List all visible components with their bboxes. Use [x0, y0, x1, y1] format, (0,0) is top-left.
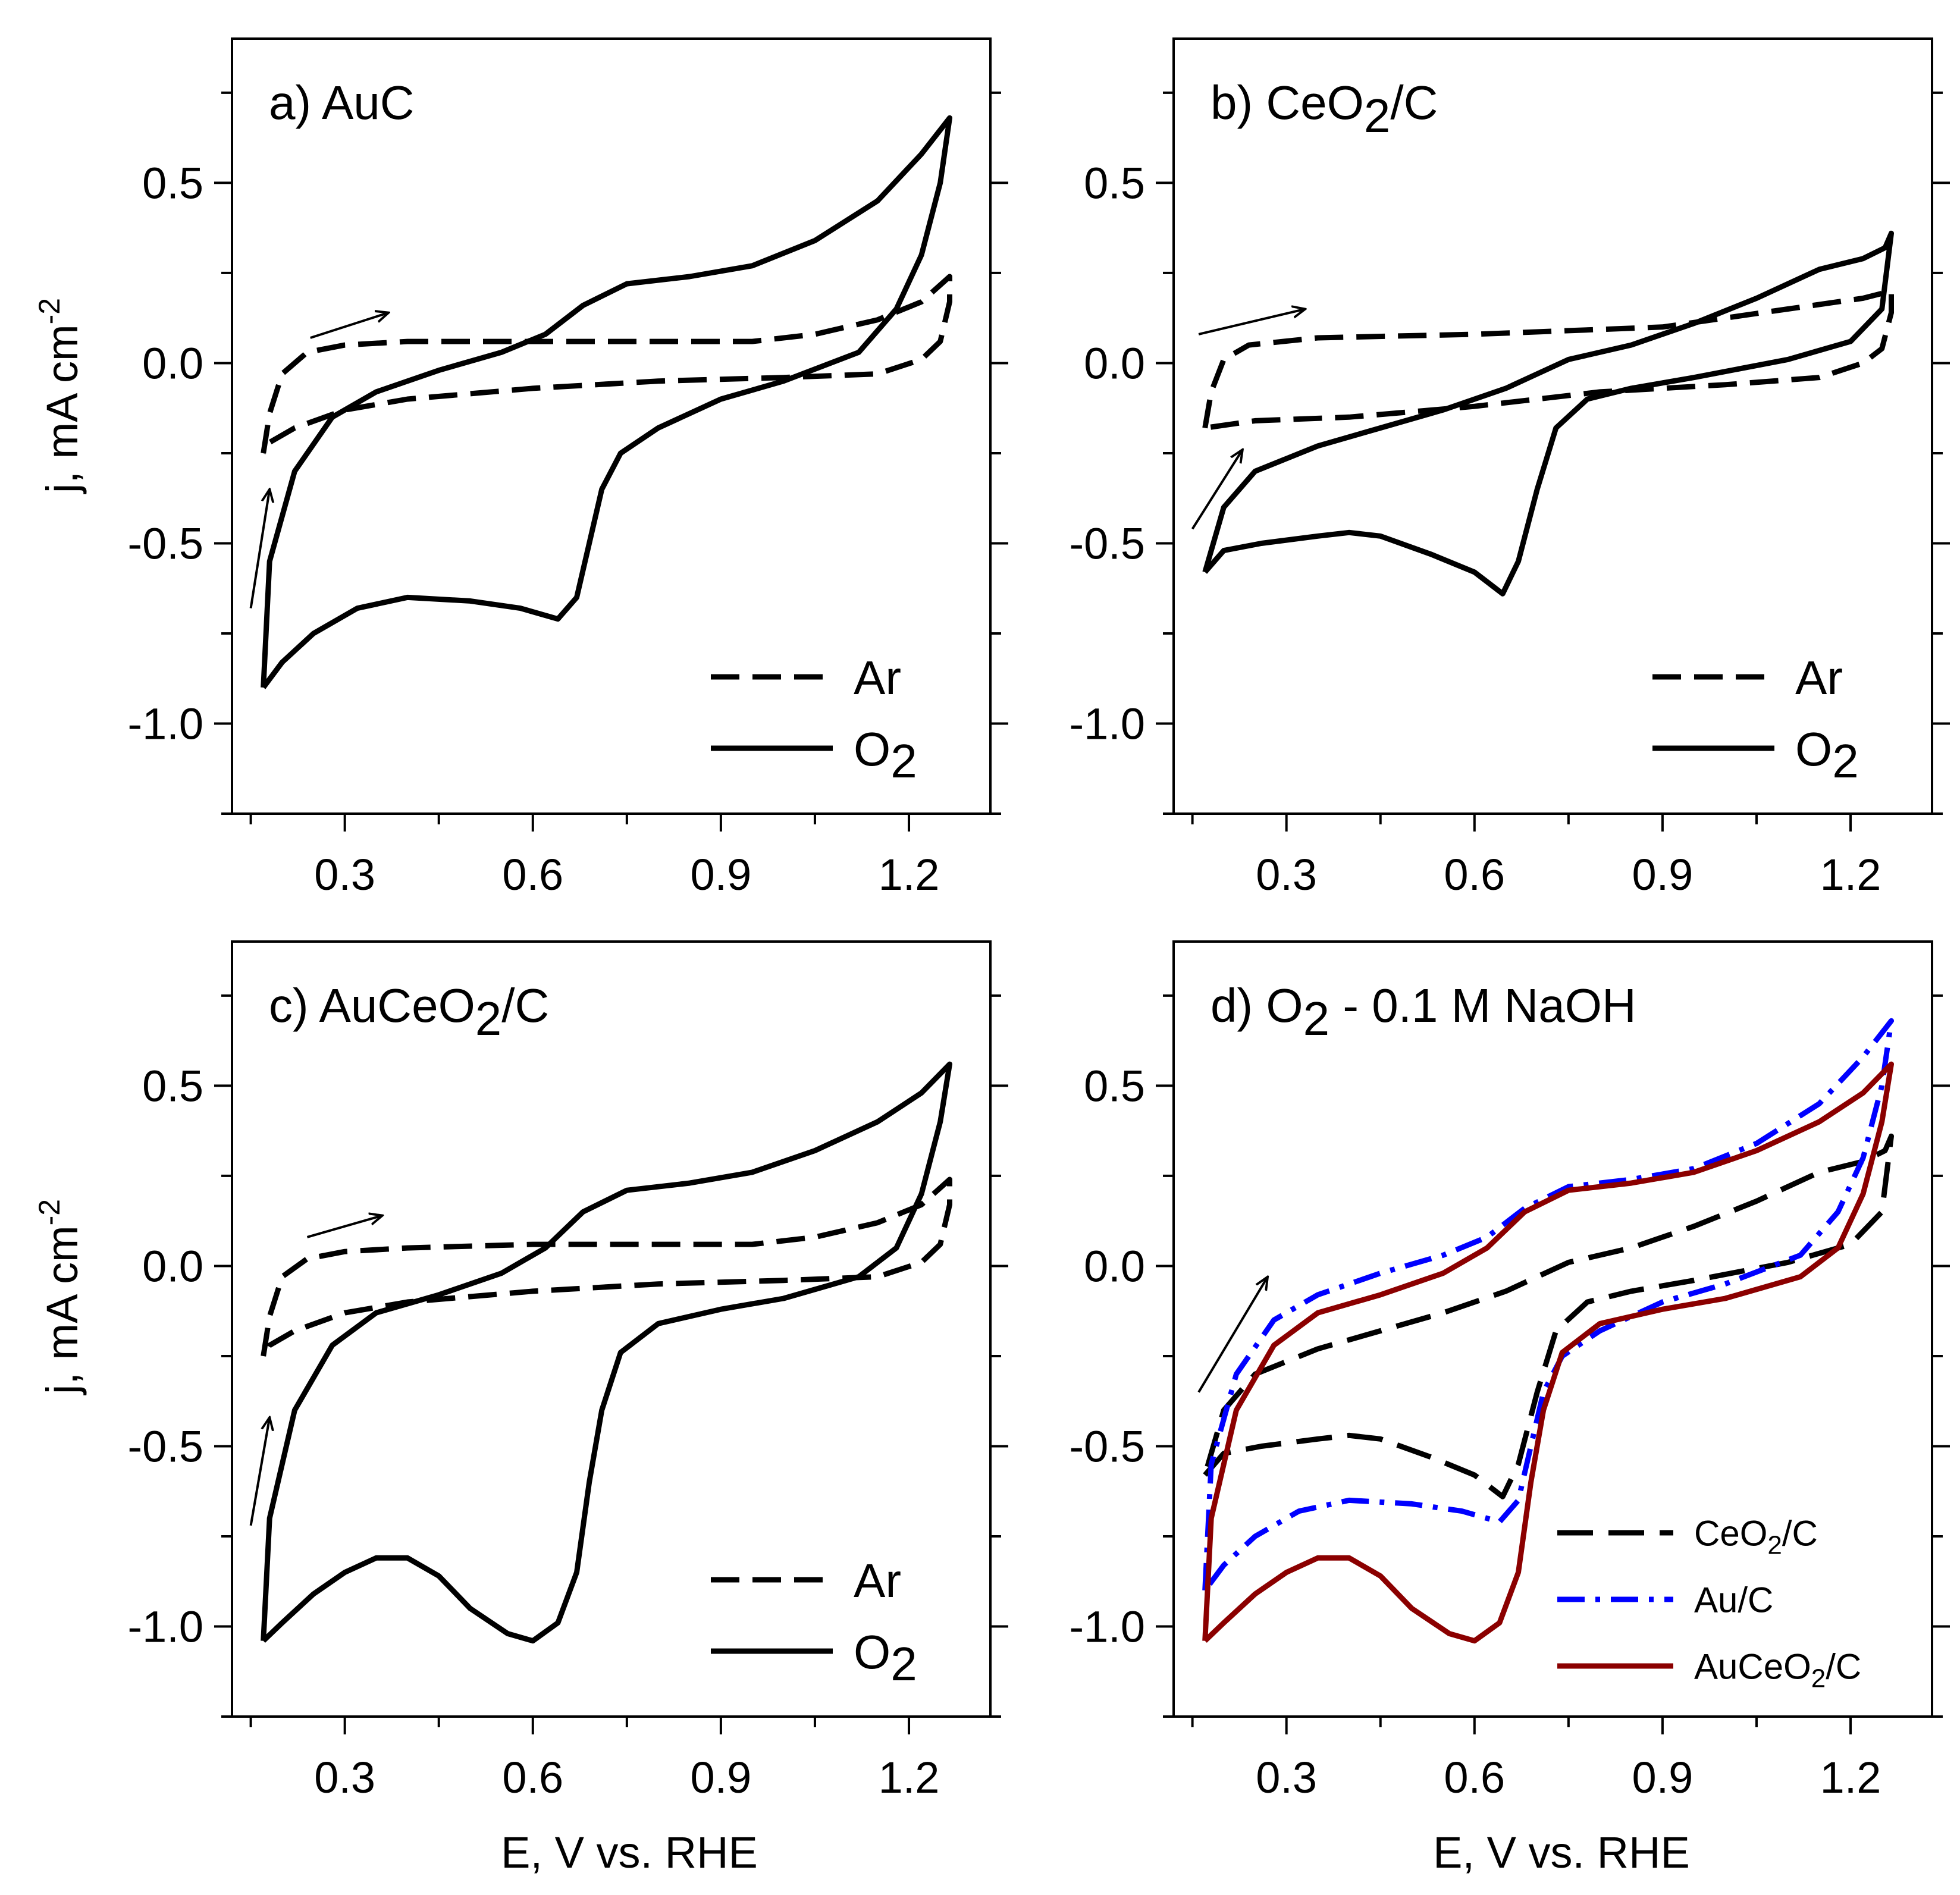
scan-direction-arrow — [1191, 450, 1243, 530]
series-line-auceo2-c — [1202, 1061, 1894, 1644]
y-tick-label: 0.0 — [142, 338, 203, 388]
panel-c: 0.3 0.6 0.9 1.2 0.5 0.0 -0.5 -1.0 c) AuCeO2/C Ar O… — [127, 940, 1008, 1802]
x-tick-label: 0.9 — [690, 1753, 751, 1802]
y-tick-label: -1.0 — [127, 1602, 203, 1651]
panel-b: 0.3 0.6 0.9 1.2 0.5 0.0 -0.5 -1.0 b) CeO2/C Ar O2 — [1069, 37, 1950, 899]
x-tick-label: 0.6 — [502, 850, 563, 899]
panel-title-part: b) CeO — [1211, 76, 1364, 129]
y-tick-label: -0.5 — [1069, 519, 1145, 568]
x-tick-label: 0.9 — [1632, 1753, 1693, 1802]
plot-frame — [1172, 37, 1933, 815]
legend-label: AuCeO2/C — [1694, 1647, 1861, 1693]
x-tick-label: 1.2 — [879, 850, 940, 899]
series-line-ar — [261, 274, 952, 455]
series-line-ar — [1202, 288, 1894, 431]
legend-label: Ar — [854, 651, 901, 704]
plot-frame — [231, 37, 992, 815]
scan-direction-arrow — [1197, 1277, 1268, 1393]
panel-title-part: d) O — [1211, 979, 1303, 1032]
panel-title: a) AuC — [269, 76, 415, 129]
y-axis-label-top: j, mA cm-2 — [33, 298, 87, 494]
y-tick-label: 0.0 — [142, 1241, 203, 1291]
y-axis-label-bottom: j, mA cm-2 — [33, 1199, 87, 1395]
x-tick-label: 1.2 — [1820, 850, 1881, 899]
panel-title-part: - 0.1 M NaOH — [1329, 979, 1636, 1032]
legend: CeO2/C Au/C AuCeO2/C — [1557, 1514, 1861, 1693]
x-tick-label: 1.2 — [879, 1753, 940, 1802]
legend: Ar O2 — [1652, 651, 1859, 788]
x-tick-label: 0.6 — [1444, 850, 1505, 899]
panel-title-part: /C — [501, 979, 549, 1032]
y-tick-label: -0.5 — [127, 519, 203, 568]
legend-label: O2 — [854, 1626, 917, 1690]
panel-d: 0.3 0.6 0.9 1.2 0.5 0.0 -0.5 -1.0 d) O2 - 0.1 M … — [1069, 940, 1950, 1802]
panel-title: d) O2 - 0.1 M NaOH — [1211, 979, 1636, 1045]
legend-label: Au/C — [1694, 1580, 1773, 1620]
x-tick-label: 1.2 — [1820, 1753, 1881, 1802]
x-tick-label: 0.6 — [1444, 1753, 1505, 1802]
panel-title-part: /C — [1390, 76, 1438, 129]
x-tick-label: 0.9 — [690, 850, 751, 899]
y-tick-label: 0.0 — [1084, 338, 1145, 388]
x-tick-label: 0.9 — [1632, 850, 1693, 899]
series-line-ar — [261, 1176, 952, 1358]
scan-direction-arrow — [310, 313, 389, 339]
scan-direction-arrow — [249, 1417, 270, 1526]
panel-title-part: 2 — [475, 992, 502, 1045]
panel-title-part: a) AuC — [269, 76, 415, 129]
y-tick-label: 0.5 — [1084, 1061, 1145, 1110]
x-axis-label-left: E, V vs. RHE — [501, 1828, 758, 1877]
legend: Ar O2 — [711, 651, 917, 788]
scan-direction-arrow — [249, 490, 270, 608]
panel-title-part: c) AuCeO — [269, 979, 475, 1032]
y-tick-label: 0.5 — [142, 1061, 203, 1110]
panel-title-part: 2 — [1364, 89, 1391, 142]
panel-title: b) CeO2/C — [1211, 76, 1438, 142]
legend-label: Ar — [1795, 651, 1843, 704]
series-line-ceo2-c — [1202, 1133, 1894, 1499]
y-tick-label: -0.5 — [1069, 1422, 1145, 1471]
series-line-o2 — [1202, 230, 1894, 597]
x-tick-label: 0.3 — [314, 1753, 375, 1802]
plot-frame — [1172, 940, 1933, 1718]
panel-title-part: 2 — [1303, 992, 1330, 1045]
series-line-o2 — [261, 1061, 952, 1644]
y-tick-label: 0.0 — [1084, 1241, 1145, 1291]
x-tick-label: 0.6 — [502, 1753, 563, 1802]
x-axis-label-right: E, V vs. RHE — [1433, 1828, 1690, 1877]
scan-direction-arrow — [1198, 309, 1305, 335]
series-line-au-c — [1202, 1018, 1894, 1592]
y-tick-label: 0.5 — [142, 158, 203, 208]
y-tick-label: -1.0 — [1069, 1602, 1145, 1651]
y-tick-label: 0.5 — [1084, 158, 1145, 208]
legend: Ar O2 — [711, 1554, 917, 1690]
plot-frame — [231, 940, 992, 1718]
x-tick-label: 0.3 — [1256, 1753, 1317, 1802]
panel-a: 0.3 0.6 0.9 1.2 0.5 0.0 -0.5 -1.0 a) AuC Ar O2 — [127, 37, 1008, 899]
x-tick-label: 0.3 — [1256, 850, 1317, 899]
legend-label: O2 — [854, 723, 917, 788]
y-tick-label: -0.5 — [127, 1422, 203, 1471]
scan-direction-arrow — [306, 1216, 382, 1238]
legend-label: CeO2/C — [1694, 1514, 1818, 1560]
y-tick-label: -1.0 — [1069, 699, 1145, 748]
series-line-o2 — [261, 115, 952, 689]
x-tick-label: 0.3 — [314, 850, 375, 899]
legend-label: O2 — [1795, 723, 1859, 788]
legend-label: Ar — [854, 1554, 901, 1607]
y-tick-label: -1.0 — [127, 699, 203, 748]
panel-title: c) AuCeO2/C — [269, 979, 549, 1045]
